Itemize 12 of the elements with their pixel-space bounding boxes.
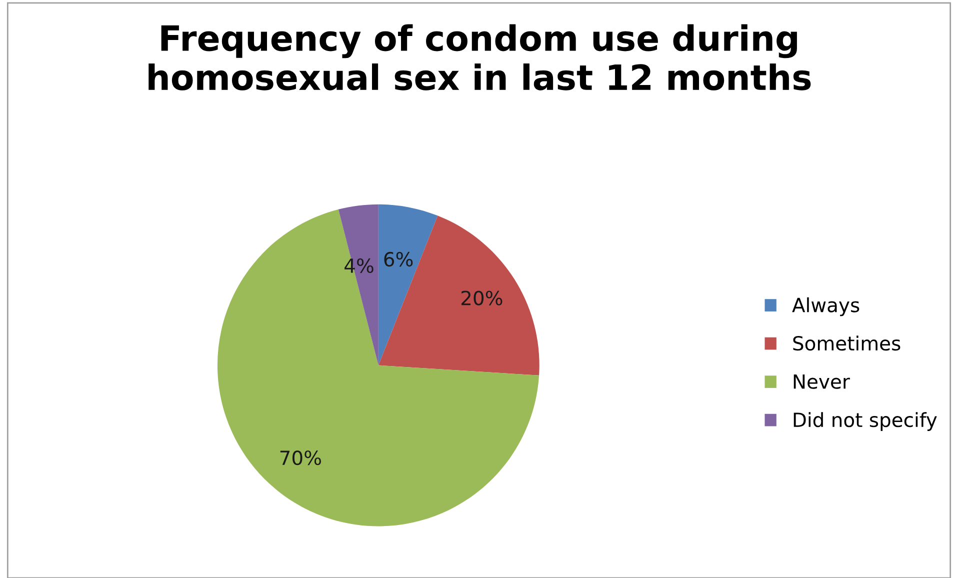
pie-slice: [378, 204, 438, 366]
legend-label: Always: [792, 297, 860, 316]
data-label: 70%: [280, 450, 321, 466]
legend-label: Sometimes: [793, 336, 900, 351]
data-label: 6%: [384, 252, 413, 267]
pie-slice: [378, 216, 540, 376]
chart-title: Frequency of condom use during homosexual sex in last 12 months: [148, 24, 811, 90]
legend-label: Never: [794, 374, 850, 389]
pie-slice: [338, 204, 378, 366]
data-label: 20%: [462, 290, 502, 306]
pie-slice: [217, 209, 540, 526]
legend-label: Did not specify: [794, 412, 937, 431]
